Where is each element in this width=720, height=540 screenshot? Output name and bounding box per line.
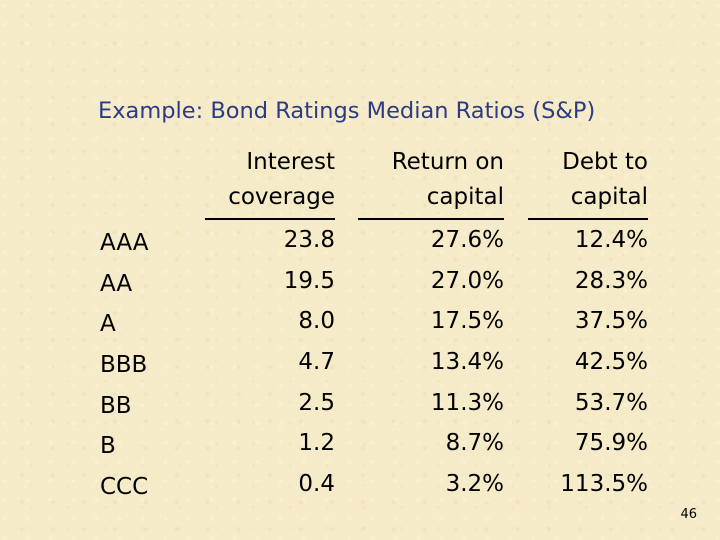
slide-title: Example: Bond Ratings Median Ratios (S&P… (98, 98, 596, 124)
rating-cell: A (100, 311, 116, 338)
value-cell: 1.2 (298, 430, 335, 457)
value-cell: 27.6% (430, 227, 504, 253)
header-line: coverage (228, 184, 335, 210)
header-line: Return on (391, 149, 504, 175)
column-values: 23.8 19.5 8.0 4.7 2.5 1.2 0.4 (205, 220, 335, 505)
value-cell: 12.4% (574, 227, 648, 253)
value-cell: 8.0 (298, 308, 335, 335)
rating-cell: CCC (100, 474, 149, 501)
value-cell: 27.0% (430, 267, 504, 294)
rating-cell: AA (100, 270, 133, 297)
column-header: Debt to capital (528, 145, 648, 220)
value-cell: 75.9% (574, 430, 648, 457)
value-cell: 19.5 (283, 267, 335, 294)
value-cell: 13.4% (430, 349, 504, 376)
header-line: capital (426, 184, 504, 210)
value-cell: 4.7 (298, 349, 335, 376)
header-line: capital (570, 184, 648, 210)
header-line: Debt to (562, 149, 648, 175)
value-cell: 2.5 (298, 389, 335, 416)
value-cell: 37.5% (574, 308, 648, 335)
value-cell: 42.5% (574, 349, 648, 376)
rating-cell: BB (100, 392, 132, 419)
header-line: Interest (246, 149, 335, 175)
value-cell: 0.4 (298, 471, 335, 498)
value-cell: 113.5% (560, 471, 648, 498)
value-cell: 28.3% (574, 267, 648, 294)
column-values: 27.6% 27.0% 17.5% 13.4% 11.3% 8.7% 3.2% (358, 220, 504, 505)
column-header: Return on capital (358, 145, 504, 220)
interest-coverage-column: Interest coverage 23.8 19.5 8.0 4.7 2.5 … (205, 145, 335, 505)
rating-cell: AAA (100, 230, 149, 256)
value-cell: 17.5% (430, 308, 504, 335)
rating-cell: BBB (100, 352, 148, 379)
rating-cell: B (100, 433, 116, 460)
value-cell: 8.7% (445, 430, 504, 457)
return-on-capital-column: Return on capital 27.6% 27.0% 17.5% 13.4… (358, 145, 504, 505)
value-cell: 11.3% (430, 389, 504, 416)
value-cell: 3.2% (445, 471, 504, 498)
page-number: 46 (680, 507, 697, 522)
debt-to-capital-column: Debt to capital 12.4% 28.3% 37.5% 42.5% … (528, 145, 648, 505)
value-cell: 53.7% (574, 389, 648, 416)
column-values: 12.4% 28.3% 37.5% 42.5% 53.7% 75.9% 113.… (528, 220, 648, 505)
rating-column: AAA AA A BBB BB B CCC (100, 223, 148, 508)
value-cell: 23.8 (283, 227, 335, 253)
column-header: Interest coverage (205, 145, 335, 220)
